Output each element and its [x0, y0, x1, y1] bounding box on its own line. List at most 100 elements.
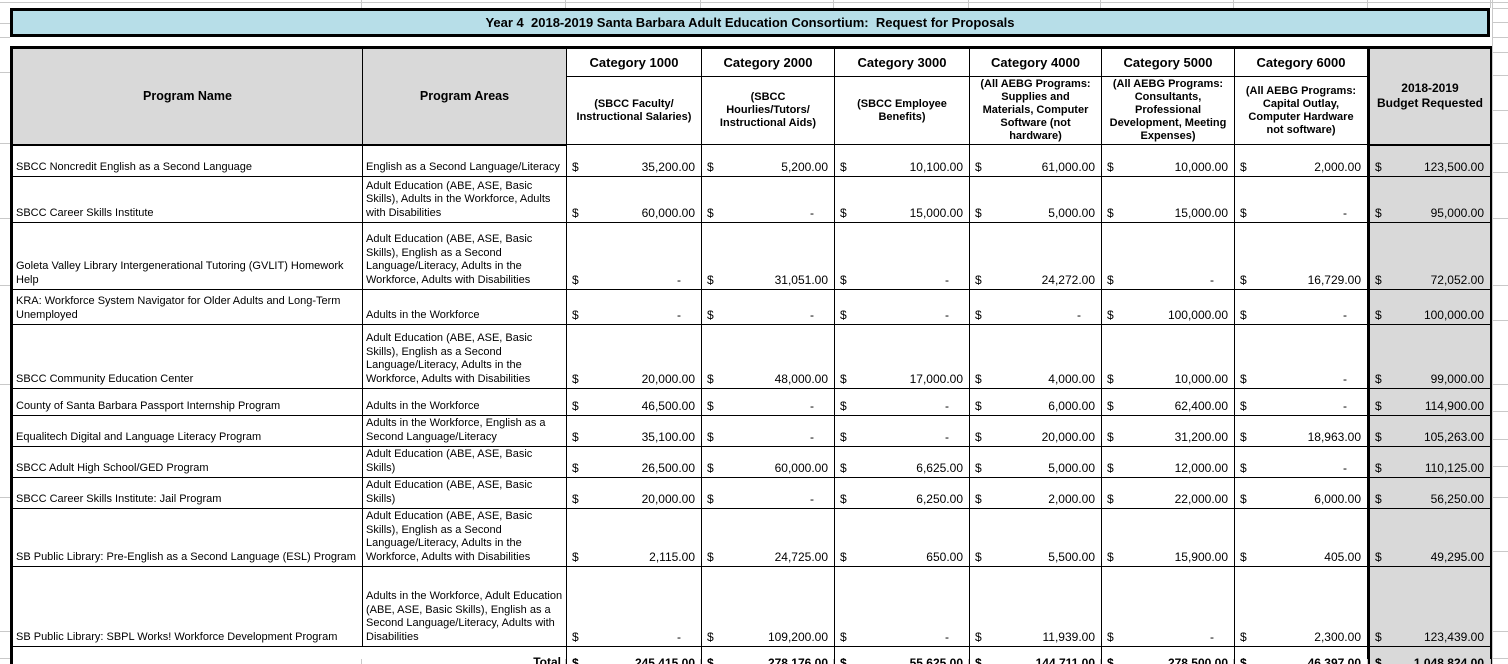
currency-symbol: $ — [840, 399, 847, 413]
amount-cell: $15,900.00 — [1101, 508, 1235, 567]
budget-total-cell: $123,439.00 — [1367, 566, 1492, 647]
currency-symbol: $ — [1240, 160, 1247, 174]
currency-symbol: $ — [707, 492, 714, 506]
column-header-program-name: Program Name — [11, 47, 363, 146]
amount-cell: $26,500.00 — [566, 446, 702, 478]
currency-symbol: $ — [1107, 430, 1114, 444]
program-name-cell: Equalitech Digital and Language Literacy… — [11, 415, 363, 447]
program-row: SB Public Library: Pre-English as a Seco… — [11, 508, 1492, 567]
sheet-gridline — [1492, 8, 1508, 9]
program-name-cell: SBCC Noncredit English as a Second Langu… — [11, 144, 363, 177]
header-row-descriptions: (SBCC Faculty/ Instructional Salaries) (… — [12, 76, 1492, 145]
amount-cell: $ - — [566, 289, 702, 325]
program-areas-cell: Adult Education (ABE, ASE, Basic Skills)… — [362, 508, 567, 567]
budget-total-cell: $114,900.00 — [1367, 388, 1492, 416]
amount-cell: $650.00 — [834, 508, 970, 567]
currency-symbol: $ — [1240, 630, 1247, 644]
amount-cell: $17,000.00 — [834, 324, 970, 389]
currency-symbol: $ — [572, 399, 579, 413]
sheet-gridline — [361, 659, 362, 664]
amount-cell: $24,272.00 — [969, 222, 1102, 290]
amount-cell: $ - — [1234, 289, 1369, 325]
amount-cell: $2,115.00 — [566, 508, 702, 567]
budget-total-cell: $72,052.00 — [1367, 222, 1492, 290]
amount-cell: $ - — [834, 289, 970, 325]
amount-cell: $100,000.00 — [1101, 289, 1235, 325]
amount-cell: $60,000.00 — [566, 176, 702, 223]
category-5000-description: (All AEBG Programs: Consultants, Profess… — [1101, 76, 1235, 145]
program-areas-cell: Adults in the Workforce — [362, 289, 567, 325]
currency-symbol: $ — [975, 461, 982, 475]
sheet-gridline — [1100, 0, 1101, 8]
budget-total-cell: $110,125.00 — [1367, 446, 1492, 478]
sheet-gridline — [0, 497, 10, 498]
total-amount-cell: $245,415.00 — [566, 646, 702, 664]
amount-cell: $18,963.00 — [1234, 415, 1369, 447]
budget-total-cell: $49,295.00 — [1367, 508, 1492, 567]
amount-cell: $ - — [834, 388, 970, 416]
program-name-cell: SB Public Library: SBPL Works! Workforce… — [11, 566, 363, 647]
currency-symbol: $ — [572, 206, 579, 220]
program-row: Goleta Valley Library Intergenerational … — [11, 222, 1492, 290]
currency-symbol: $ — [1375, 273, 1382, 287]
amount-cell: $22,000.00 — [1101, 477, 1235, 509]
sheet-gridline — [0, 285, 10, 286]
sheet-gridline — [1492, 285, 1508, 286]
currency-symbol: $ — [1375, 206, 1382, 220]
program-row: SBCC Career Skills Institute: Jail Progr… — [11, 477, 1492, 509]
amount-cell: $10,100.00 — [834, 144, 970, 177]
sheet-gridline — [700, 659, 701, 664]
sheet-gridline — [0, 218, 10, 219]
amount-cell: $20,000.00 — [566, 324, 702, 389]
sheet-gridline — [0, 631, 10, 632]
currency-symbol: $ — [572, 160, 579, 174]
currency-symbol: $ — [1107, 492, 1114, 506]
amount-cell: $62,400.00 — [1101, 388, 1235, 416]
amount-cell: $ - — [701, 388, 835, 416]
budget-total-cell: $56,250.00 — [1367, 477, 1492, 509]
currency-symbol: $ — [840, 273, 847, 287]
currency-symbol: $ — [840, 430, 847, 444]
program-row: SBCC Career Skills Institute Adult Educa… — [11, 176, 1492, 223]
program-name-cell: SBCC Career Skills Institute — [11, 176, 363, 223]
currency-symbol: $ — [1240, 656, 1247, 664]
sheet-gridline — [968, 659, 969, 664]
currency-symbol: $ — [572, 273, 579, 287]
currency-symbol: $ — [1240, 461, 1247, 475]
amount-cell: $5,500.00 — [969, 508, 1102, 567]
amount-cell: $35,100.00 — [566, 415, 702, 447]
program-areas-cell: Adults in the Workforce — [362, 388, 567, 416]
currency-symbol: $ — [975, 492, 982, 506]
currency-symbol: $ — [975, 160, 982, 174]
amount-cell: $ - — [1234, 388, 1369, 416]
currency-symbol: $ — [572, 308, 579, 322]
currency-symbol: $ — [572, 430, 579, 444]
amount-cell: $ - — [701, 415, 835, 447]
currency-symbol: $ — [707, 160, 714, 174]
currency-symbol: $ — [1107, 273, 1114, 287]
amount-cell: $ - — [1101, 566, 1235, 647]
amount-cell: $ - — [566, 222, 702, 290]
amount-cell: $ - — [834, 415, 970, 447]
total-row: Total $245,415.00 $278,176.00 $55,625.00… — [11, 646, 1492, 664]
sheet-gridline — [1492, 0, 1493, 664]
sheet-gridline — [1492, 110, 1508, 111]
currency-symbol: $ — [1107, 630, 1114, 644]
currency-symbol: $ — [1240, 308, 1247, 322]
amount-cell: $ - — [1101, 222, 1235, 290]
program-name-cell: SB Public Library: Pre-English as a Seco… — [11, 508, 363, 567]
column-header-category-2000: Category 2000 — [701, 47, 835, 77]
program-areas-cell: English as a Second Language/Literacy — [362, 144, 567, 177]
currency-symbol: $ — [1240, 372, 1247, 386]
column-header-category-6000: Category 6000 — [1234, 47, 1369, 77]
currency-symbol: $ — [1240, 550, 1247, 564]
sheet-gridline — [1492, 143, 1508, 144]
amount-cell: $ - — [834, 222, 970, 290]
total-amount-cell: $144,711.00 — [969, 646, 1102, 664]
column-header-category-5000: Category 5000 — [1101, 47, 1235, 77]
currency-symbol: $ — [707, 656, 714, 664]
currency-symbol: $ — [1375, 550, 1382, 564]
sheet-gridline — [1367, 659, 1368, 664]
currency-symbol: $ — [840, 630, 847, 644]
